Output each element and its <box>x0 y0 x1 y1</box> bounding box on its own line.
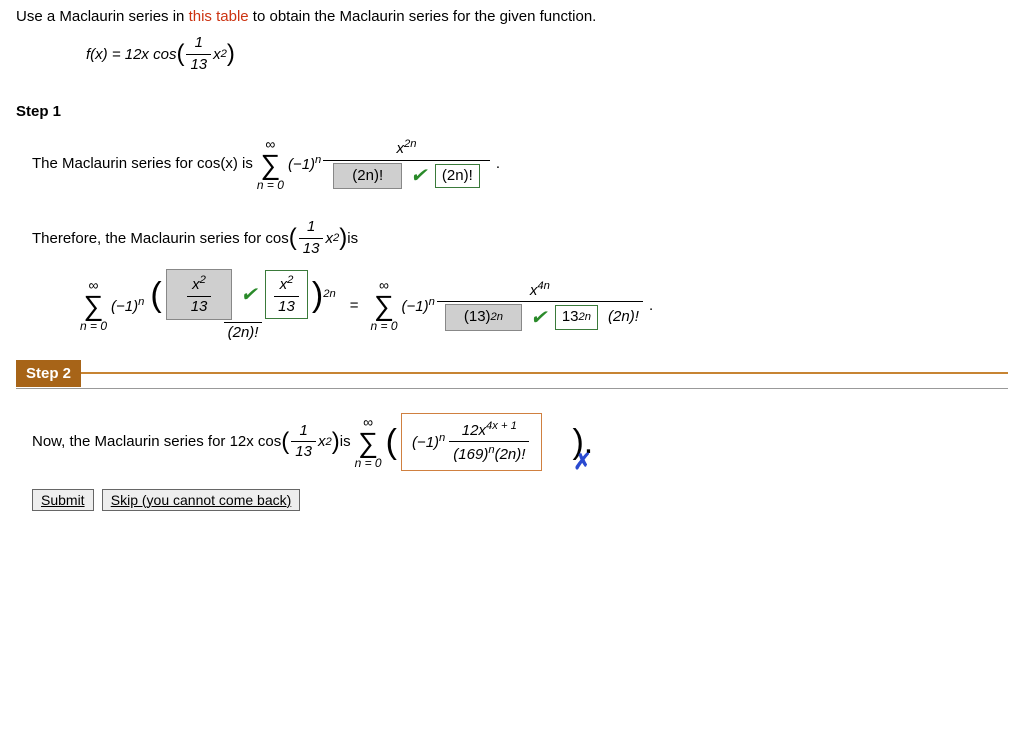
step2-frac: 1 13 <box>291 423 316 461</box>
correct-box-2: x2 13 <box>265 270 308 319</box>
step1-frac-lhs: ( x2 13 ✔ x2 13 )2n (2n)! <box>146 269 339 342</box>
fx-after: x <box>213 46 221 63</box>
instruction-pre: Use a Maclaurin series in <box>16 8 189 25</box>
this-table-link[interactable]: this table <box>189 8 249 25</box>
fx-lhs: f(x) = 12x cos <box>86 46 176 63</box>
step1-big-equation: ∞ ∑ n = 0 (−1)n ( x2 13 ✔ x2 13 <box>76 269 1008 342</box>
fx-exp: 2 <box>221 48 227 60</box>
sigma-icon: ∞ ∑ n = 0 <box>257 137 284 191</box>
cross-icon: ✗ <box>573 449 591 475</box>
answer-box-4[interactable]: (−1)n 12x4x + 1 (169)n(2n)! <box>401 413 543 471</box>
instruction-text: Use a Maclaurin series in this table to … <box>16 8 1008 25</box>
step2-line: Now, the Maclaurin series for 12x cos ( … <box>32 413 1008 471</box>
skip-button[interactable]: Skip (you cannot come back) <box>102 489 301 511</box>
fx-fraction: 1 13 <box>186 35 211 73</box>
step2-divider <box>81 372 1008 374</box>
sigma-icon: ∞ ∑ n = 0 <box>355 415 382 469</box>
sigma-icon: ∞ ∑ n = 0 <box>370 278 397 332</box>
check-icon: ✔ <box>530 307 547 329</box>
function-definition: f(x) = 12x cos ( 1 13 x2 ) <box>86 35 1008 73</box>
step1-line1-pre: The Maclaurin series for cos(x) is <box>32 155 253 172</box>
sigma-icon: ∞ ∑ n = 0 <box>80 278 107 332</box>
check-icon: ✔ <box>410 165 427 187</box>
step1-line2-frac: 1 13 <box>299 219 324 257</box>
step2-mid: is <box>340 433 351 450</box>
step1-line1: The Maclaurin series for cos(x) is ∞ ∑ n… <box>32 136 1008 191</box>
step1-line2-intro: Therefore, the Maclaurin series for cos … <box>32 219 1008 257</box>
answer-box-1[interactable]: (2n)! <box>333 163 402 190</box>
step2-pre: Now, the Maclaurin series for 12x cos <box>32 433 281 450</box>
step2-header: Step 2 <box>16 360 1008 387</box>
step2-label: Step 2 <box>16 360 81 387</box>
step1-label: Step 1 <box>16 103 1008 120</box>
answer-box-2[interactable]: x2 13 <box>166 269 233 320</box>
step1-frac1: x2n (2n)! ✔ (2n)! <box>323 136 489 191</box>
step1-frac-rhs: x4n (13)2n ✔ 132n (2n)! <box>437 280 643 331</box>
correct-box-1: (2n)! <box>435 164 480 189</box>
instruction-post: to obtain the Maclaurin series for the g… <box>253 8 597 25</box>
submit-button[interactable]: Submit <box>32 489 94 511</box>
check-icon: ✔ <box>240 284 257 306</box>
correct-box-3: 132n <box>555 305 598 330</box>
button-row: Submit Skip (you cannot come back) <box>32 489 1008 511</box>
answer-box-3[interactable]: (13)2n <box>445 304 522 331</box>
step1-line2-post: is <box>347 230 358 247</box>
step1-line2-pre: Therefore, the Maclaurin series for cos <box>32 230 289 247</box>
